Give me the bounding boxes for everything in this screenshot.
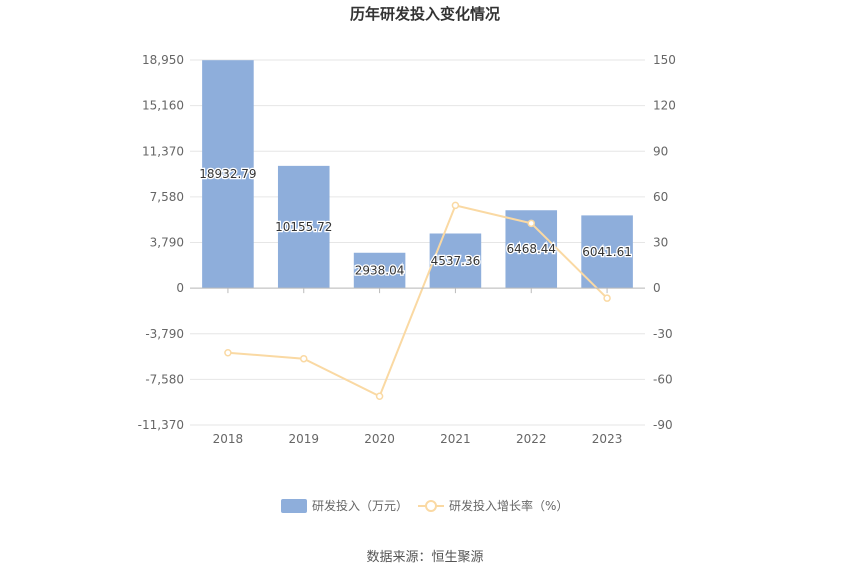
y-right-tick-label: -30 — [653, 327, 673, 341]
y-right-tick-label: 0 — [653, 281, 661, 295]
x-tick-label: 2023 — [592, 432, 623, 446]
bar-data-label: 10155.72 — [275, 220, 332, 234]
legend-line-label: 研发投入增长率（%） — [449, 498, 568, 513]
y-left-tick-label: 3,790 — [150, 236, 184, 250]
left-y-axis: 18,950 15,160 11,370 7,580 3,790 0 -3,790 -7,58… — [138, 53, 184, 432]
line-point — [224, 349, 232, 357]
y-right-tick-label: 30 — [653, 236, 668, 250]
x-tick-label: 2019 — [288, 432, 319, 446]
y-right-tick-label: 90 — [653, 144, 668, 158]
y-left-tick-label: -7,580 — [145, 372, 184, 386]
chart-title: 历年研发投入变化情况 — [350, 5, 500, 23]
x-tick-label: 2022 — [516, 432, 547, 446]
bar-series — [202, 60, 633, 289]
bar-data-label: 18932.79 — [199, 167, 256, 181]
line-point — [603, 294, 611, 302]
y-left-tick-label: -3,790 — [145, 327, 184, 341]
line-series — [224, 201, 611, 401]
y-right-tick-label: 150 — [653, 53, 676, 67]
gridlines — [190, 59, 645, 426]
line-point — [300, 354, 308, 363]
legend-bar-swatch — [281, 499, 307, 513]
bar — [429, 233, 482, 289]
y-left-tick-label: 0 — [176, 281, 184, 295]
x-tick-label: 2021 — [440, 432, 471, 446]
bar — [353, 252, 406, 289]
line-point — [451, 201, 460, 210]
line-point — [527, 219, 535, 228]
y-right-tick-label: 60 — [653, 190, 668, 204]
bar — [581, 215, 633, 289]
bar-data-label: 4537.36 — [431, 254, 481, 268]
y-left-tick-label: 18,950 — [142, 53, 184, 67]
x-tick-label: 2018 — [213, 432, 244, 446]
bar-data-labels: 18932.79 10155.72 2938.04 4537.36 6468.44 604… — [198, 166, 633, 279]
y-left-tick-label: -11,370 — [138, 418, 184, 432]
right-y-axis: 150 120 90 60 30 0 -30 -60 -90 — [653, 53, 676, 432]
y-right-tick-label: -60 — [653, 372, 673, 386]
y-left-tick-label: 15,160 — [142, 99, 184, 113]
bar — [277, 165, 330, 289]
bar — [202, 60, 254, 289]
y-right-tick-label: 120 — [653, 99, 676, 113]
legend-line-marker — [425, 500, 437, 512]
growth-rate-line — [227, 204, 608, 398]
x-tick-label: 2020 — [364, 432, 395, 446]
y-right-tick-label: -90 — [653, 418, 673, 432]
legend-bar-label: 研发投入（万元） — [312, 498, 408, 513]
legend: 研发投入（万元） 研发投入增长率（%） — [281, 498, 568, 513]
bar-data-label: 6468.44 — [506, 242, 556, 256]
line-point — [375, 392, 384, 401]
y-left-tick-label: 11,370 — [142, 144, 184, 158]
y-left-tick-label: 7,580 — [150, 190, 184, 204]
bar-data-label: 2938.04 — [355, 263, 405, 277]
bar-data-label: 6041.61 — [582, 245, 632, 259]
x-axis: 2018 2019 2020 2021 2022 2023 — [190, 287, 645, 446]
source-note: 数据来源：恒生聚源 — [366, 550, 483, 565]
